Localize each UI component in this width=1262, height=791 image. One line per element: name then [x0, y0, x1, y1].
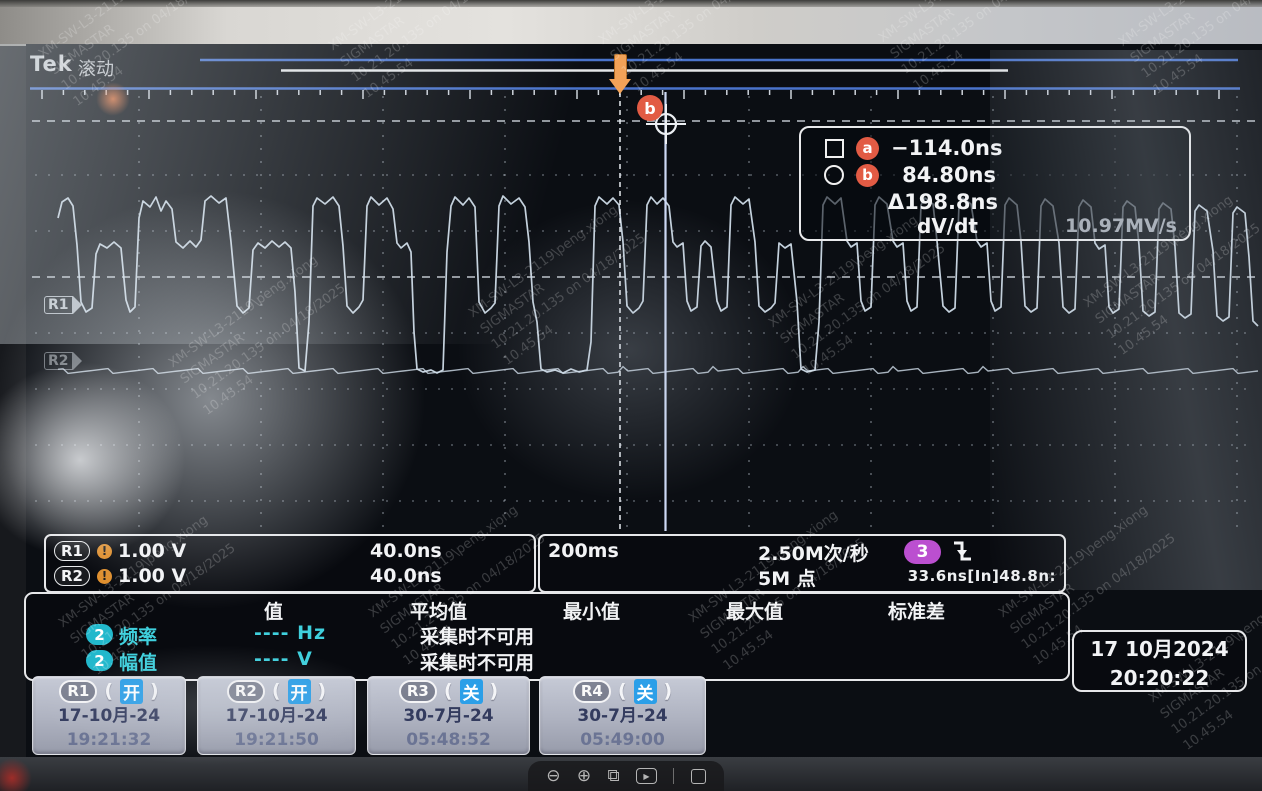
- r2-warning-icon: !: [97, 568, 112, 584]
- datetime-box: 17 10月2024 20:20:22: [1072, 630, 1247, 692]
- zoom-in-icon[interactable]: ⊕: [576, 765, 592, 786]
- compare-icon[interactable]: ⧉: [607, 765, 620, 786]
- horizontal-acquisition-box: 200ms 2.50M次/秒 5M 点 3 33.6ns[In]48.8n:: [538, 534, 1066, 593]
- measurement-table: 值 平均值 最小值 最大值 标准差 2 频率 ---- Hz 采集时不可用 2 …: [24, 592, 1070, 681]
- r1-position-marker: R1: [44, 296, 82, 314]
- measurement-row-amplitude: 2 幅值 ---- V 采集时不可用: [26, 648, 1068, 674]
- ref-button-r2[interactable]: R2 (开) 17-10月-24 19:21:50: [197, 676, 356, 755]
- frame-icon[interactable]: [690, 768, 706, 784]
- zoom-out-icon[interactable]: ⊖: [546, 765, 561, 786]
- r2-position-marker: R2: [44, 352, 82, 370]
- date-value: 17 10月2024: [1090, 637, 1229, 661]
- cursor-delta-value: Δ198.8ns: [887, 190, 998, 214]
- r4-save-date: 30-7月-24: [577, 706, 668, 726]
- r2-save-time: 19:21:50: [234, 730, 319, 750]
- camera-toolbar: ⊖ ⊕ ⧉ ▶: [528, 761, 724, 791]
- red-reflection: [0, 758, 32, 791]
- r1-state: 开: [120, 678, 143, 704]
- cursor-b-value: 84.80ns: [902, 163, 996, 187]
- time-value: 20:20:22: [1109, 666, 1210, 690]
- dvdt-label: dV/dt: [917, 214, 978, 238]
- ref-button-r4[interactable]: R4 (关) 30-7月-24 05:49:00: [539, 676, 706, 755]
- r4-save-time: 05:49:00: [580, 730, 665, 750]
- r2-arrow-icon: [72, 352, 82, 370]
- bezel-left: [0, 40, 27, 760]
- r4-state: 关: [633, 678, 657, 704]
- timebase-value: 200ms: [548, 540, 619, 562]
- r1-warning-icon: !: [97, 543, 112, 559]
- trigger-source-badge: 3: [904, 540, 941, 564]
- cursor-a-square-icon: [825, 138, 844, 158]
- r2-scale-value: 1.00 V: [118, 565, 187, 587]
- col-header-value: 值: [264, 601, 284, 623]
- r2-channel-pill: R2: [54, 566, 90, 586]
- trigger-detail-value: 33.6ns[In]48.8n:: [907, 567, 1056, 585]
- cursor-b-circle-icon: [824, 165, 844, 185]
- col-header-min: 最小值: [563, 601, 621, 623]
- sample-rate-value: 2.50M次/秒: [758, 543, 869, 565]
- r1-save-time: 19:21:32: [66, 730, 152, 750]
- cursor-readout-box: a −114.0ns b 84.80ns Δ198.8ns dV/dt 10.9…: [799, 126, 1191, 241]
- measurement-value: ---- V: [254, 648, 313, 670]
- trigger-position-arrow-icon: [609, 79, 631, 94]
- r2-save-date: 17-10月-24: [225, 706, 328, 726]
- dvdt-value: 10.97MV/s: [1065, 215, 1177, 237]
- toolbar-divider: [673, 768, 675, 784]
- ref-button-r3[interactable]: R3 (关) 30-7月-24 05:48:52: [367, 676, 530, 755]
- cursor-a-value: −114.0ns: [891, 136, 1003, 160]
- channel-2-badge: 2: [86, 624, 113, 645]
- r1-save-date: 17-10月-24: [57, 706, 161, 726]
- reference-scale-box: R1 ! 1.00 V 40.0ns R2 ! 1.00 V 40.0ns: [44, 534, 536, 593]
- ref-button-r1[interactable]: R1 (开) 17-10月-24 19:21:32: [32, 676, 186, 755]
- r3-state: 关: [459, 678, 483, 704]
- col-header-mean: 平均值: [410, 601, 468, 623]
- r1-arrow-icon: [72, 296, 82, 314]
- orange-reflection: [96, 82, 130, 116]
- measurement-note: 采集时不可用: [420, 652, 535, 674]
- record-length-value: 5M 点: [758, 568, 816, 590]
- r3-save-time: 05:48:52: [406, 730, 491, 750]
- cursor-b-badge: b: [637, 95, 663, 121]
- measurement-value: ---- Hz: [254, 622, 327, 644]
- trigger-position-icon: [614, 54, 627, 81]
- r1-timebase-value: 40.0ns: [370, 540, 442, 562]
- play-icon[interactable]: ▶: [636, 768, 657, 784]
- bezel-top: [0, 0, 1262, 46]
- col-header-stddev: 标准差: [888, 601, 946, 623]
- r2-timebase-value: 40.0ns: [370, 565, 442, 587]
- r1-channel-pill: R1: [54, 541, 90, 561]
- cursor-a-badge: a: [856, 136, 879, 160]
- cursor-b-badge-small: b: [856, 163, 879, 187]
- trigger-slope-icon: [954, 541, 971, 561]
- col-header-max: 最大值: [726, 601, 784, 623]
- channel-2-badge: 2: [86, 650, 113, 671]
- r1-scale-value: 1.00 V: [118, 540, 187, 562]
- acquisition-mode-label: 滚动: [78, 59, 114, 80]
- r3-save-date: 30-7月-24: [403, 706, 494, 726]
- measurement-row-frequency: 2 频率 ---- Hz 采集时不可用: [26, 622, 1068, 648]
- bezel-top-edge: [0, 0, 1262, 7]
- measurement-note: 采集时不可用: [420, 626, 535, 648]
- measurement-name: 频率: [119, 626, 158, 648]
- r2-state: 开: [287, 678, 311, 704]
- measurement-name: 幅值: [119, 652, 158, 674]
- tek-logo: Tek: [30, 52, 73, 76]
